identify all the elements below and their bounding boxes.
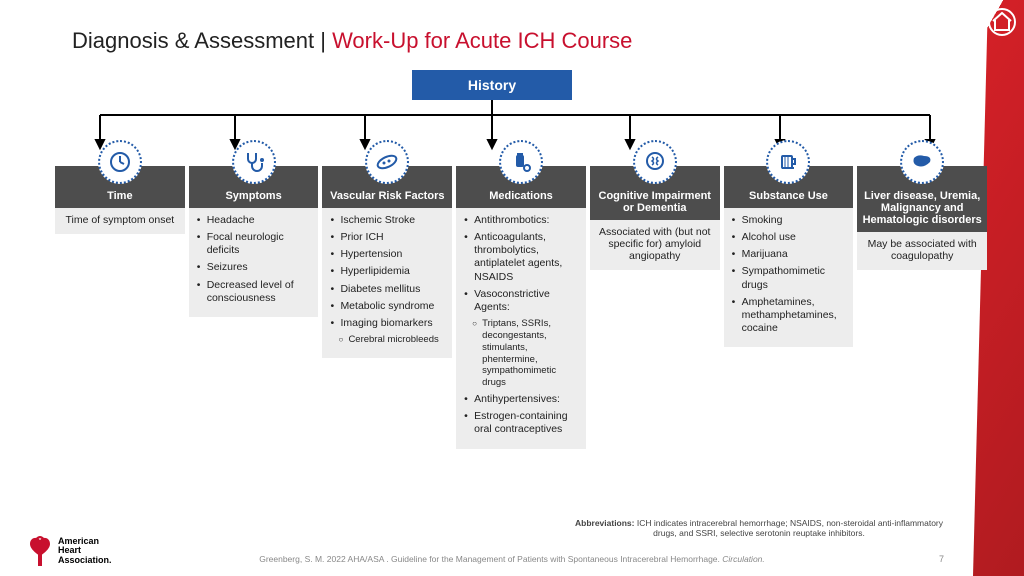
column-body: Smoking Alcohol use Marijuana Sympathomimet… <box>724 208 854 347</box>
abbreviations-note: Abbreviations: ICH indicates intracerebr… <box>574 518 944 538</box>
list-subitem: Cerebral microbleeds <box>330 334 446 346</box>
list-item: Hyperlipidemia <box>330 265 446 278</box>
column-0: Time Time of symptom onset <box>55 140 185 234</box>
column-4: Cognitive Impairment or Dementia Associa… <box>590 140 720 270</box>
logo-text: American Heart Association. <box>58 537 112 565</box>
pills-icon <box>499 140 543 184</box>
list-item: Vasoconstrictive Agents: <box>464 288 580 314</box>
list-item: Antihypertensives: <box>464 393 580 406</box>
column-2: Vascular Risk Factors Ischemic StrokePri… <box>322 140 452 358</box>
list-item: Ischemic Stroke <box>330 214 446 227</box>
column-body: Antithrombotics: Anticoagulants, thrombol… <box>456 208 586 449</box>
column-body: Ischemic Stroke Prior ICH Hypertension Hype… <box>322 208 452 358</box>
list-item: Focal neurologic deficits <box>197 231 313 257</box>
page-title: Diagnosis & Assessment | Work-Up for Acu… <box>72 28 632 54</box>
column-3: Medications Antithrombotics:Anticoagulan… <box>456 140 586 449</box>
list-item: Diabetes mellitus <box>330 283 446 296</box>
title-prefix: Diagnosis & Assessment <box>72 28 320 53</box>
clock-icon <box>98 140 142 184</box>
list-item: Seizures <box>197 261 313 274</box>
brain-icon <box>633 140 677 184</box>
list-item: Estrogen-containing oral contraceptives <box>464 410 580 436</box>
title-red: Work-Up for Acute ICH Course <box>332 28 632 53</box>
list-item: Sympathomimetic drugs <box>732 265 848 291</box>
list-item: Headache <box>197 214 313 227</box>
liver-icon <box>900 140 944 184</box>
vessel-icon <box>365 140 409 184</box>
list-item: Alcohol use <box>732 231 848 244</box>
citation-ital: Circulation. <box>722 554 765 564</box>
column-body: Associated with (but not specific for) a… <box>590 220 720 270</box>
home-icon[interactable] <box>988 8 1016 36</box>
root-node: History <box>412 70 572 100</box>
column-body: Headache Focal neurologic deficits Seizure… <box>189 208 319 317</box>
history-columns: Time Time of symptom onset Symptoms Head… <box>55 140 987 449</box>
list-item: Marijuana <box>732 248 848 261</box>
heart-torch-icon <box>28 536 52 566</box>
column-body: Time of symptom onset <box>55 208 185 234</box>
stethoscope-icon <box>232 140 276 184</box>
list-item: Metabolic syndrome <box>330 300 446 313</box>
list-item: Imaging biomarkers <box>330 317 446 330</box>
list-item: Hypertension <box>330 248 446 261</box>
list-subitem: Triptans, SSRIs, decongestants, stimulan… <box>464 318 580 389</box>
list-item: Antithrombotics: <box>464 214 580 227</box>
list-item: Amphetamines, methamphetamines, cocaine <box>732 296 848 335</box>
list-item: Decreased level of consciousness <box>197 279 313 305</box>
list-item: Anticoagulants, thrombolytics, antiplate… <box>464 231 580 284</box>
citation: Greenberg, S. M. 2022 AHA/ASA . Guidelin… <box>0 554 1024 564</box>
column-1: Symptoms HeadacheFocal neurologic defici… <box>189 140 319 317</box>
list-item: Prior ICH <box>330 231 446 244</box>
citation-text: Greenberg, S. M. 2022 AHA/ASA . Guidelin… <box>259 554 722 564</box>
column-body: May be associated with coagulopathy <box>857 232 987 270</box>
column-5: Substance Use SmokingAlcohol useMarijuan… <box>724 140 854 347</box>
column-6: Liver disease, Uremia, Malignancy and He… <box>857 140 987 270</box>
aha-logo: American Heart Association. <box>28 536 112 566</box>
list-item: Smoking <box>732 214 848 227</box>
title-divider: | <box>320 28 332 53</box>
page-number: 7 <box>939 554 944 564</box>
